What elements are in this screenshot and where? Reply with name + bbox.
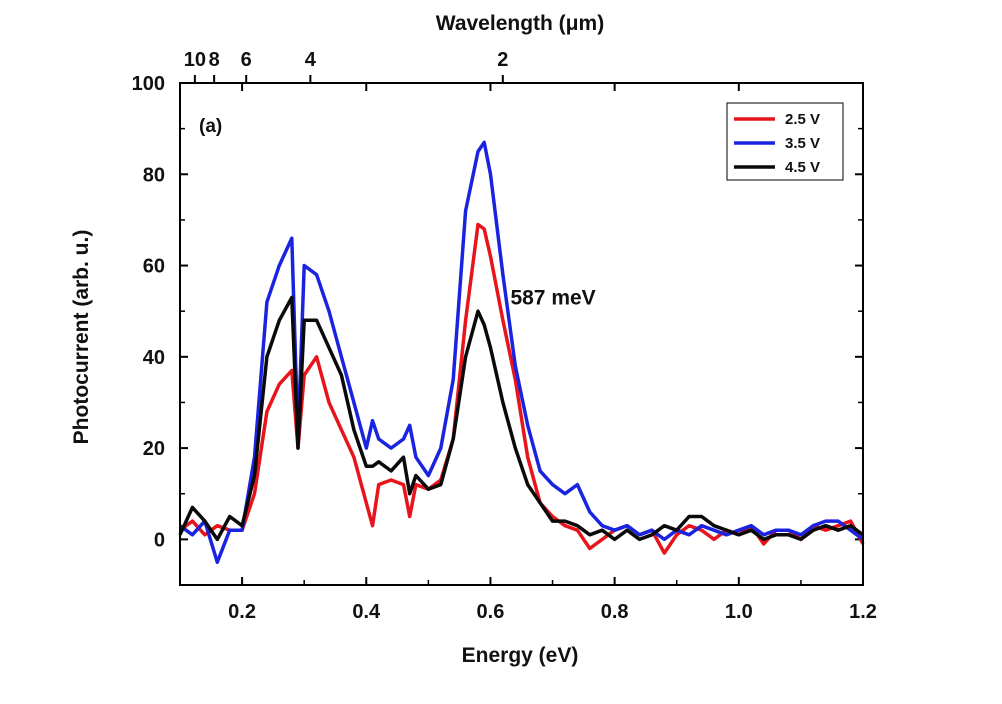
y-tick-label: 80	[143, 164, 165, 186]
peak-annotation: 587 meV	[510, 286, 595, 309]
x-tick-label: 1.2	[849, 601, 877, 623]
tick-labels: 0.2 0.4 0.6 0.8 1.0 1.2 0 20 40 60 80 100 10 8 6 4 2	[132, 49, 877, 623]
x-tick-label: 0.8	[601, 601, 629, 623]
top-tick-label: 6	[241, 49, 252, 71]
x-tick-label: 1.0	[725, 601, 753, 623]
x-tick-label: 0.2	[228, 601, 256, 623]
series-line-4-5-V	[178, 295, 865, 542]
top-tick-label: 10	[184, 49, 206, 71]
top-tick-label: 8	[209, 49, 220, 71]
y-axis-title: Photocurrent (arb. u.)	[70, 230, 93, 445]
x-tick-label: 0.6	[477, 601, 505, 623]
series-line-3-5-V	[178, 140, 865, 564]
y-tick-label: 60	[143, 256, 165, 278]
top-tick-label: 2	[497, 49, 508, 71]
legend-label-3-5v: 3.5 V	[785, 135, 820, 152]
legend-label-4-5v: 4.5 V	[785, 159, 820, 176]
plot-frame	[179, 82, 864, 586]
top-axis-title: Wavelength (μm)	[436, 12, 604, 35]
series-lines	[178, 140, 865, 564]
x-tick-label: 0.4	[352, 601, 381, 623]
x-axis-title: Energy (eV)	[462, 644, 579, 667]
panel-label: (a)	[199, 116, 222, 137]
legend-label-2-5v: 2.5 V	[785, 111, 820, 128]
y-tick-label: 100	[132, 73, 165, 95]
y-tick-label: 20	[143, 438, 165, 460]
legend: 2.5 V 3.5 V 4.5 V	[726, 102, 844, 181]
top-tick-label: 4	[305, 49, 317, 71]
y-tick-label: 40	[143, 347, 165, 369]
y-tick-label: 0	[154, 529, 165, 551]
